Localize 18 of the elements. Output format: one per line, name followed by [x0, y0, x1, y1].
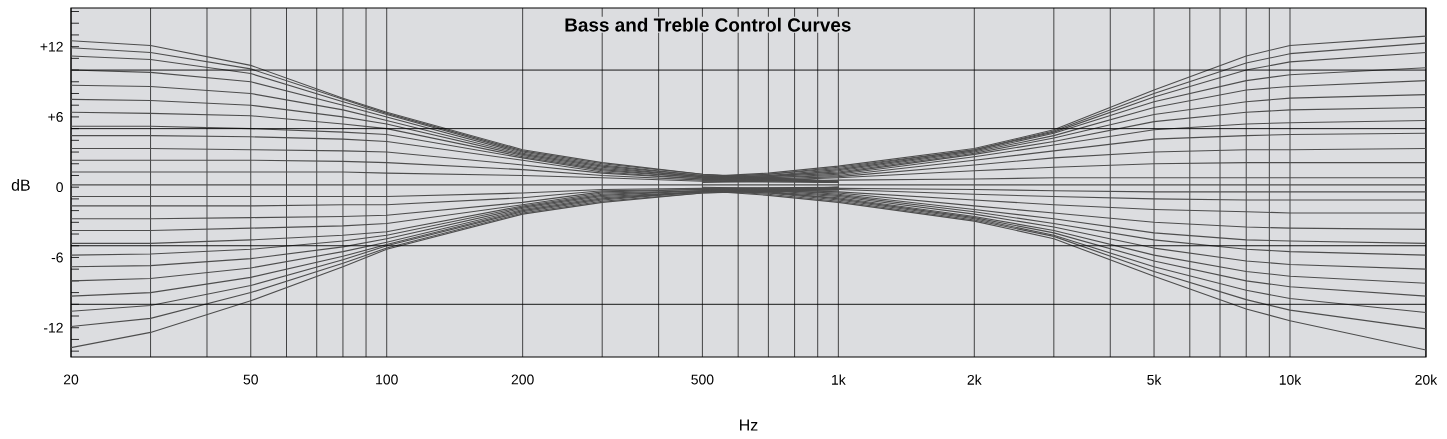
x-tick-label: 2k: [967, 374, 982, 385]
x-tick-label: 1k: [832, 374, 846, 385]
x-tick-label: 200: [511, 374, 534, 385]
x-tick-label: 10k: [1279, 374, 1302, 385]
y-tick-label: 0: [56, 182, 63, 193]
x-tick-label: 20k: [1415, 374, 1438, 385]
x-tick-label: 100: [376, 374, 398, 385]
y-axis-title: dB: [11, 179, 30, 191]
chart-title: Bass and Treble Control Curves: [565, 17, 851, 32]
x-tick-label: 20: [63, 374, 79, 385]
y-tick-label: -6: [51, 252, 63, 263]
y-tick-label: -12: [43, 322, 63, 333]
y-tick-label: +12: [40, 41, 63, 52]
x-tick-label: 5k: [1147, 374, 1162, 385]
x-tick-label: 50: [243, 374, 258, 385]
x-tick-label: 500: [691, 374, 714, 385]
y-tick-label: +6: [48, 111, 63, 122]
x-axis-title: Hz: [740, 419, 758, 431]
